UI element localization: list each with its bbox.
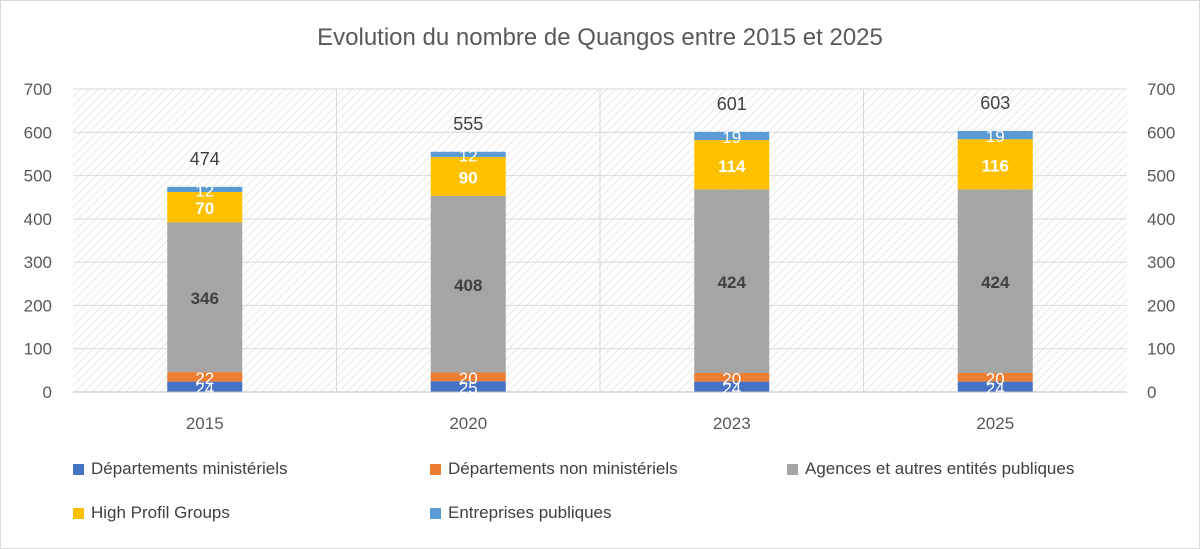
bar-segment — [430, 151, 506, 157]
bar-segment — [430, 381, 506, 392]
y-tick-label-right: 400 — [1147, 210, 1175, 229]
bar-segment — [957, 130, 1033, 140]
bar-value-label: 22 — [195, 369, 214, 388]
bar-value-label: 24 — [986, 379, 1005, 398]
bar-value-label: 408 — [454, 276, 482, 295]
bar-value-label: 24 — [722, 379, 741, 398]
bar-value-label: 346 — [191, 289, 219, 308]
bar-segment — [957, 139, 1033, 190]
bar-value-label: 424 — [981, 273, 1010, 292]
bar-segment — [167, 381, 243, 392]
bar-value-label: 19 — [722, 128, 741, 147]
bar-segment — [430, 156, 506, 196]
bar-value-label: 90 — [459, 168, 478, 187]
bar-value-label: 20 — [459, 369, 478, 388]
bar-segment — [167, 222, 243, 373]
bar-value-label: 424 — [718, 273, 747, 292]
bar-value-label: 70 — [195, 199, 214, 218]
y-tick-label-right: 0 — [1147, 383, 1156, 402]
y-tick-label-right: 700 — [1147, 80, 1175, 99]
bar-total-label: 601 — [717, 94, 747, 114]
y-tick-label-right: 500 — [1147, 167, 1175, 186]
bar-value-label: 20 — [986, 369, 1005, 388]
bar-segment — [694, 372, 770, 382]
y-tick-label-left: 700 — [24, 80, 52, 99]
bar-segment — [957, 381, 1033, 392]
bar-segment — [694, 140, 770, 190]
y-tick-label-left: 0 — [43, 383, 52, 402]
y-tick-label-right: 600 — [1147, 123, 1175, 142]
bar-value-label: 12 — [195, 181, 214, 200]
bar-value-label: 24 — [195, 379, 214, 398]
bar-segment — [167, 192, 243, 223]
bar-value-label: 114 — [718, 157, 746, 176]
bar-value-label: 19 — [986, 127, 1005, 146]
bar-segment — [694, 131, 770, 141]
bar-segment — [957, 189, 1033, 373]
y-tick-label-right: 100 — [1147, 340, 1175, 359]
bar-segment — [167, 372, 243, 382]
x-tick-label: 2020 — [449, 414, 487, 433]
y-tick-label-left: 200 — [24, 296, 52, 315]
x-tick-label: 2023 — [713, 414, 751, 433]
bar-segment — [694, 381, 770, 392]
y-tick-label-left: 600 — [24, 123, 52, 142]
chart-title: Evolution du nombre de Quangos entre 201… — [317, 24, 883, 51]
bar-value-label: 20 — [722, 369, 741, 388]
x-tick-label: 2025 — [976, 414, 1014, 433]
bar-segment — [430, 195, 506, 373]
y-tick-label-left: 500 — [24, 167, 52, 186]
bar-segment — [167, 186, 243, 193]
y-tick-label-left: 100 — [24, 340, 52, 359]
y-tick-label-right: 300 — [1147, 253, 1175, 272]
bar-value-label: 12 — [459, 146, 478, 165]
bar-segment — [694, 189, 770, 373]
y-tick-label-left: 300 — [24, 253, 52, 272]
bar-segment — [957, 372, 1033, 382]
bar-total-label: 474 — [190, 149, 220, 169]
bar-value-label: 116 — [982, 156, 1009, 175]
bar-total-label: 603 — [980, 93, 1010, 113]
bar-segment — [430, 372, 506, 382]
x-tick-label: 2015 — [186, 414, 224, 433]
y-tick-label-left: 400 — [24, 210, 52, 229]
bar-total-label: 555 — [453, 114, 483, 134]
y-tick-label-right: 200 — [1147, 296, 1175, 315]
bar-value-label: 25 — [459, 379, 478, 398]
